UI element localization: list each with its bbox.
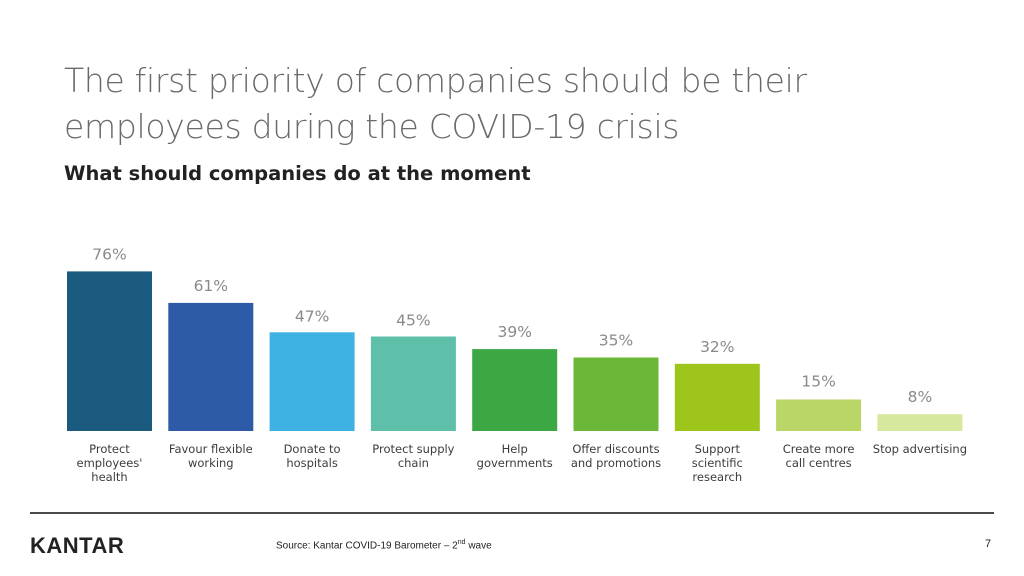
category-label: Donate to hospitals bbox=[284, 442, 341, 470]
category-label: Create more call centres bbox=[783, 442, 855, 470]
category-label: Offer discounts and promotions bbox=[571, 442, 661, 470]
bar-7 bbox=[674, 363, 760, 431]
category-label: Protect employees' health bbox=[77, 442, 143, 484]
value-label: 35% bbox=[599, 332, 633, 350]
value-label: 47% bbox=[295, 307, 329, 325]
value-label: 45% bbox=[396, 312, 430, 330]
value-label: 8% bbox=[908, 388, 933, 406]
value-label: 15% bbox=[801, 373, 835, 391]
category-label: Protect supply chain bbox=[372, 442, 454, 470]
kantar-logo: KANTAR bbox=[30, 533, 125, 558]
page-title: The first priority of companies should b… bbox=[64, 61, 807, 146]
bar-3 bbox=[269, 332, 355, 431]
source-text: Source: Kantar COVID-19 Barometer – 2 bbox=[276, 540, 458, 552]
value-label: 39% bbox=[497, 323, 531, 341]
bar-chart: 76% Protect employees' health 61% Favour flex… bbox=[67, 245, 967, 484]
category-label: Stop advertising bbox=[873, 442, 967, 456]
bar-2 bbox=[168, 302, 254, 431]
bar-6 bbox=[573, 357, 659, 431]
value-label: 76% bbox=[92, 245, 126, 263]
bar-1 bbox=[67, 271, 152, 431]
bar-4 bbox=[370, 336, 456, 431]
page-number: 7 bbox=[985, 538, 992, 550]
source-note: Source: Kantar COVID-19 Barometer – 2nd … bbox=[276, 539, 492, 551]
source-superscript: nd bbox=[457, 539, 466, 546]
bar-5 bbox=[472, 349, 558, 431]
footer-divider bbox=[30, 512, 994, 514]
bar-8 bbox=[776, 399, 862, 431]
category-label: Support scientific research bbox=[692, 442, 743, 484]
category-label: Favour flexible working bbox=[169, 442, 253, 470]
chart-subtitle: What should companies do at the moment bbox=[64, 162, 531, 185]
value-label: 32% bbox=[700, 338, 734, 356]
category-label: Help governments bbox=[477, 442, 553, 470]
bar-9 bbox=[877, 414, 963, 431]
value-label: 61% bbox=[194, 277, 228, 295]
source-text-end: wave bbox=[465, 540, 492, 552]
